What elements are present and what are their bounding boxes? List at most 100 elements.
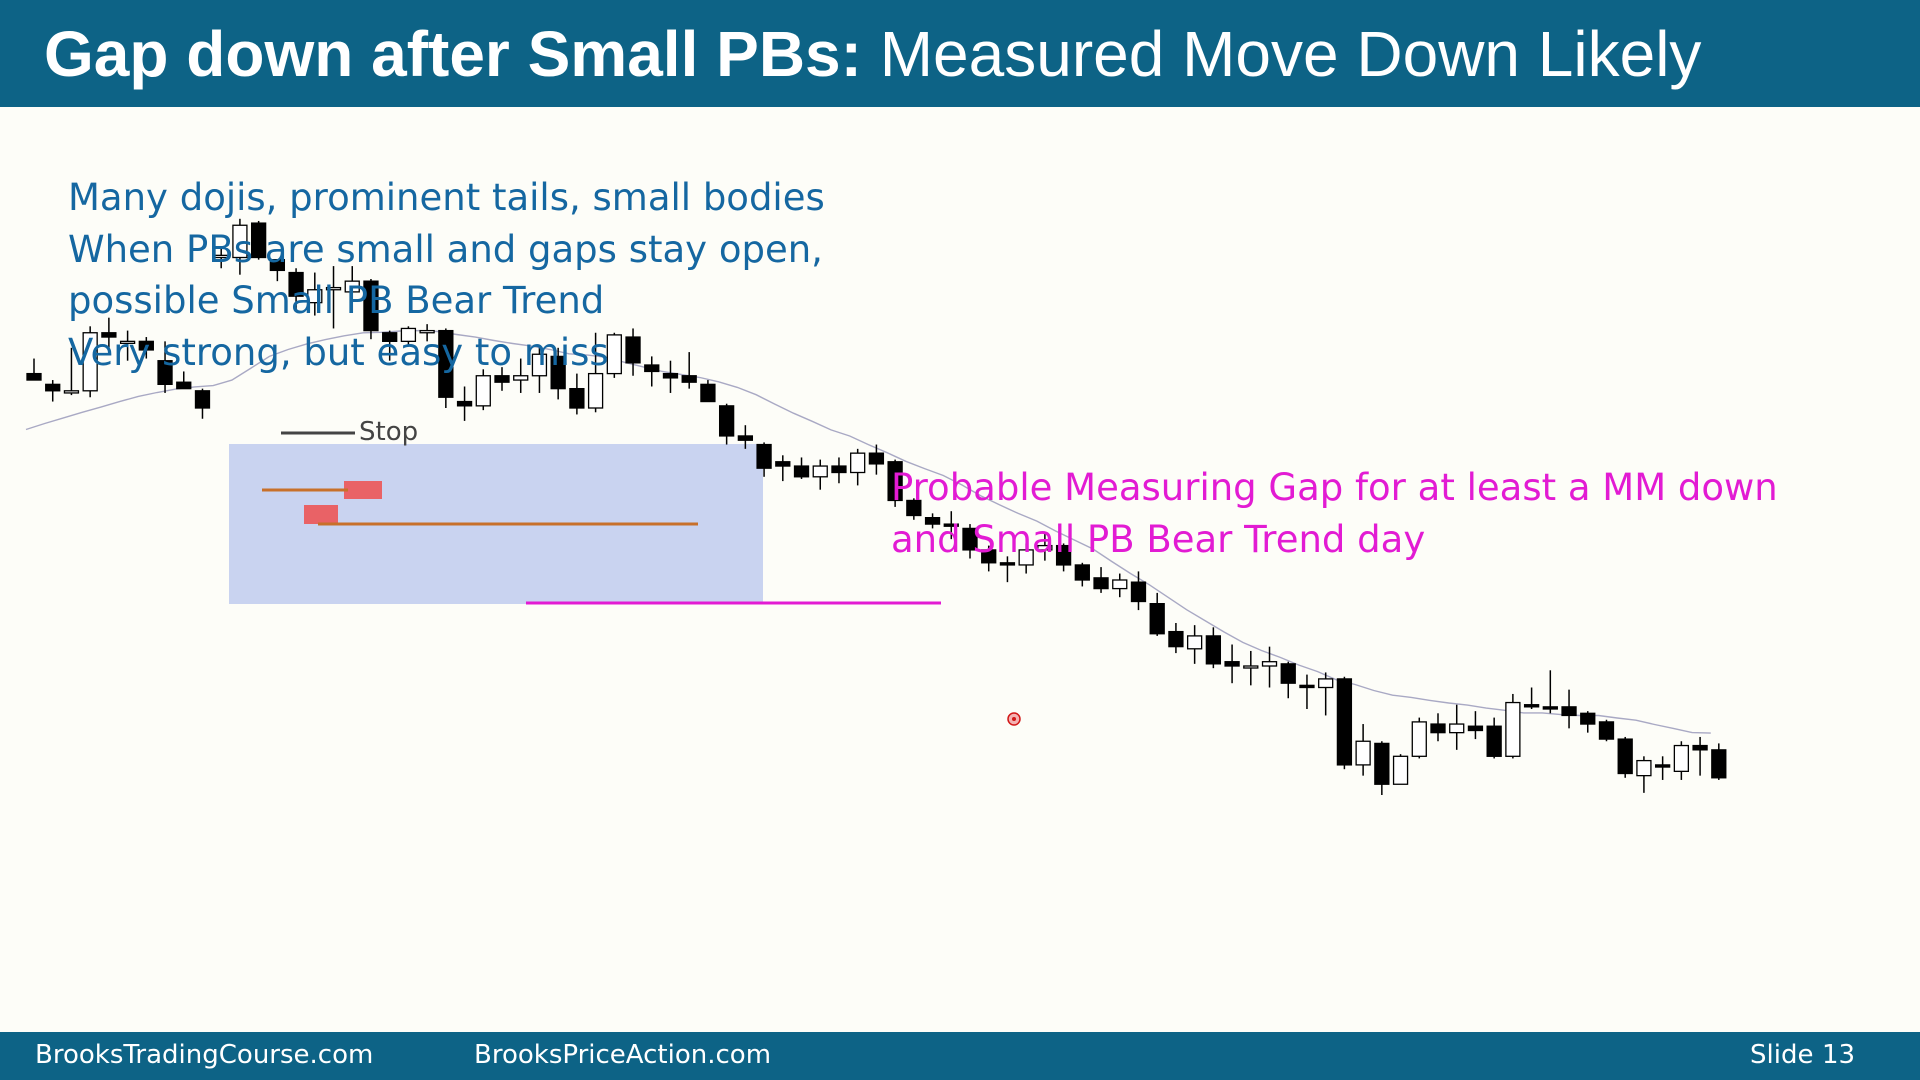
note-line: Many dojis, prominent tails, small bodie… <box>68 176 825 219</box>
bull-candle-body <box>1018 549 1034 566</box>
bull-candle-body <box>1355 740 1371 766</box>
candle <box>363 279 379 340</box>
slide-number: 13 <box>1822 1040 1856 1070</box>
candle <box>63 347 80 396</box>
bull-candle-body <box>1318 678 1334 689</box>
candle <box>213 246 229 269</box>
candle <box>157 341 173 393</box>
bear-candle-body <box>756 443 772 469</box>
candle <box>1580 711 1596 733</box>
candle <box>1055 543 1072 572</box>
bull-candle-body <box>1261 661 1278 667</box>
bear-candle-body <box>494 375 510 383</box>
bull-candle-body <box>1112 579 1128 590</box>
note-line: possible Small PB Bear Trend <box>68 279 605 322</box>
candle <box>924 513 941 529</box>
bear-candle-body <box>868 452 885 465</box>
candle <box>250 220 267 260</box>
bull-candle-body <box>475 375 491 407</box>
bear-candle-body <box>26 372 42 381</box>
candle <box>1243 650 1259 686</box>
bear-candle-body <box>831 465 847 474</box>
candle <box>45 380 61 402</box>
bear-candle-body <box>194 390 211 409</box>
bear-candle-body <box>250 222 267 259</box>
candle <box>1598 719 1615 742</box>
candle <box>981 545 997 572</box>
candle <box>1355 724 1371 776</box>
bear-candle-body <box>887 461 903 502</box>
bear-candle-body <box>793 465 810 478</box>
candle <box>1374 741 1390 795</box>
bear-candle-body <box>1205 635 1222 665</box>
bear-candle-body <box>138 340 154 351</box>
cursor-dot-center <box>1012 717 1016 721</box>
bear-candle-body <box>1467 725 1484 732</box>
candle <box>194 388 211 419</box>
bear-candle-body <box>1299 684 1315 689</box>
candle <box>307 272 323 316</box>
bear-candle-body <box>1692 744 1708 751</box>
bear-candle-body <box>1711 749 1727 779</box>
candle <box>419 324 435 342</box>
bear-candle-body <box>1617 738 1633 775</box>
bull-candle-body <box>1037 544 1053 551</box>
candle <box>606 332 622 378</box>
bull-candle-body <box>307 289 323 304</box>
candle <box>1130 571 1147 611</box>
bear-candle-body <box>1130 581 1147 603</box>
bull-candle-body <box>82 332 98 392</box>
notes-text: Many dojis, prominent tails, small bodie… <box>68 172 825 378</box>
candle <box>1617 736 1633 778</box>
candle <box>793 457 810 479</box>
candle <box>850 448 866 486</box>
note-line: When PBs are small and gaps stay open, <box>68 227 823 271</box>
candle <box>1318 672 1334 716</box>
candle <box>1523 687 1540 709</box>
candle <box>999 556 1016 583</box>
bull-candle-body <box>606 334 622 375</box>
bull-candle-body <box>1186 635 1203 650</box>
candle <box>644 356 660 387</box>
bear-candle-body <box>438 329 454 398</box>
bear-candle-body <box>962 527 978 551</box>
candle <box>1149 592 1165 636</box>
bear-candle-body <box>1542 706 1558 710</box>
candle <box>1561 689 1577 729</box>
bear-candle-body <box>737 435 754 441</box>
candle <box>494 367 510 391</box>
candle <box>119 330 136 361</box>
candle <box>1168 623 1184 654</box>
bull-candle-body <box>531 353 548 377</box>
candle <box>1430 713 1446 742</box>
bear-candle-body <box>775 461 791 467</box>
bull-candle-body <box>1449 723 1465 734</box>
candle <box>775 455 791 482</box>
bear-candle-body <box>1074 564 1090 581</box>
bear-candle-body <box>718 405 735 437</box>
bear-candle-body <box>1280 663 1296 684</box>
footer-site-2: BrooksPriceAction.com <box>474 1040 772 1070</box>
bear-candle-body <box>924 517 941 525</box>
title-rest: Measured Move Down Likely <box>861 18 1702 90</box>
candle <box>1093 567 1109 593</box>
candle <box>1505 693 1521 759</box>
candle <box>1654 756 1671 780</box>
bull-candle-body <box>1636 759 1652 777</box>
bull-candle-body <box>513 375 529 381</box>
candle <box>1449 704 1465 750</box>
candle <box>943 511 959 540</box>
bear-candle-body <box>943 523 959 527</box>
bull-candle-body <box>1411 721 1427 757</box>
bull-candle-body <box>213 254 229 259</box>
bull-candle-body <box>1392 755 1409 785</box>
candle <box>737 425 754 449</box>
candle <box>812 459 828 490</box>
bear-candle-body <box>1168 630 1184 648</box>
candle <box>1224 644 1240 684</box>
bear-candle-body <box>157 360 173 386</box>
bear-candle-body <box>1654 764 1671 768</box>
bear-candle-body <box>662 372 679 379</box>
candle <box>1186 625 1203 664</box>
candle <box>456 386 473 421</box>
